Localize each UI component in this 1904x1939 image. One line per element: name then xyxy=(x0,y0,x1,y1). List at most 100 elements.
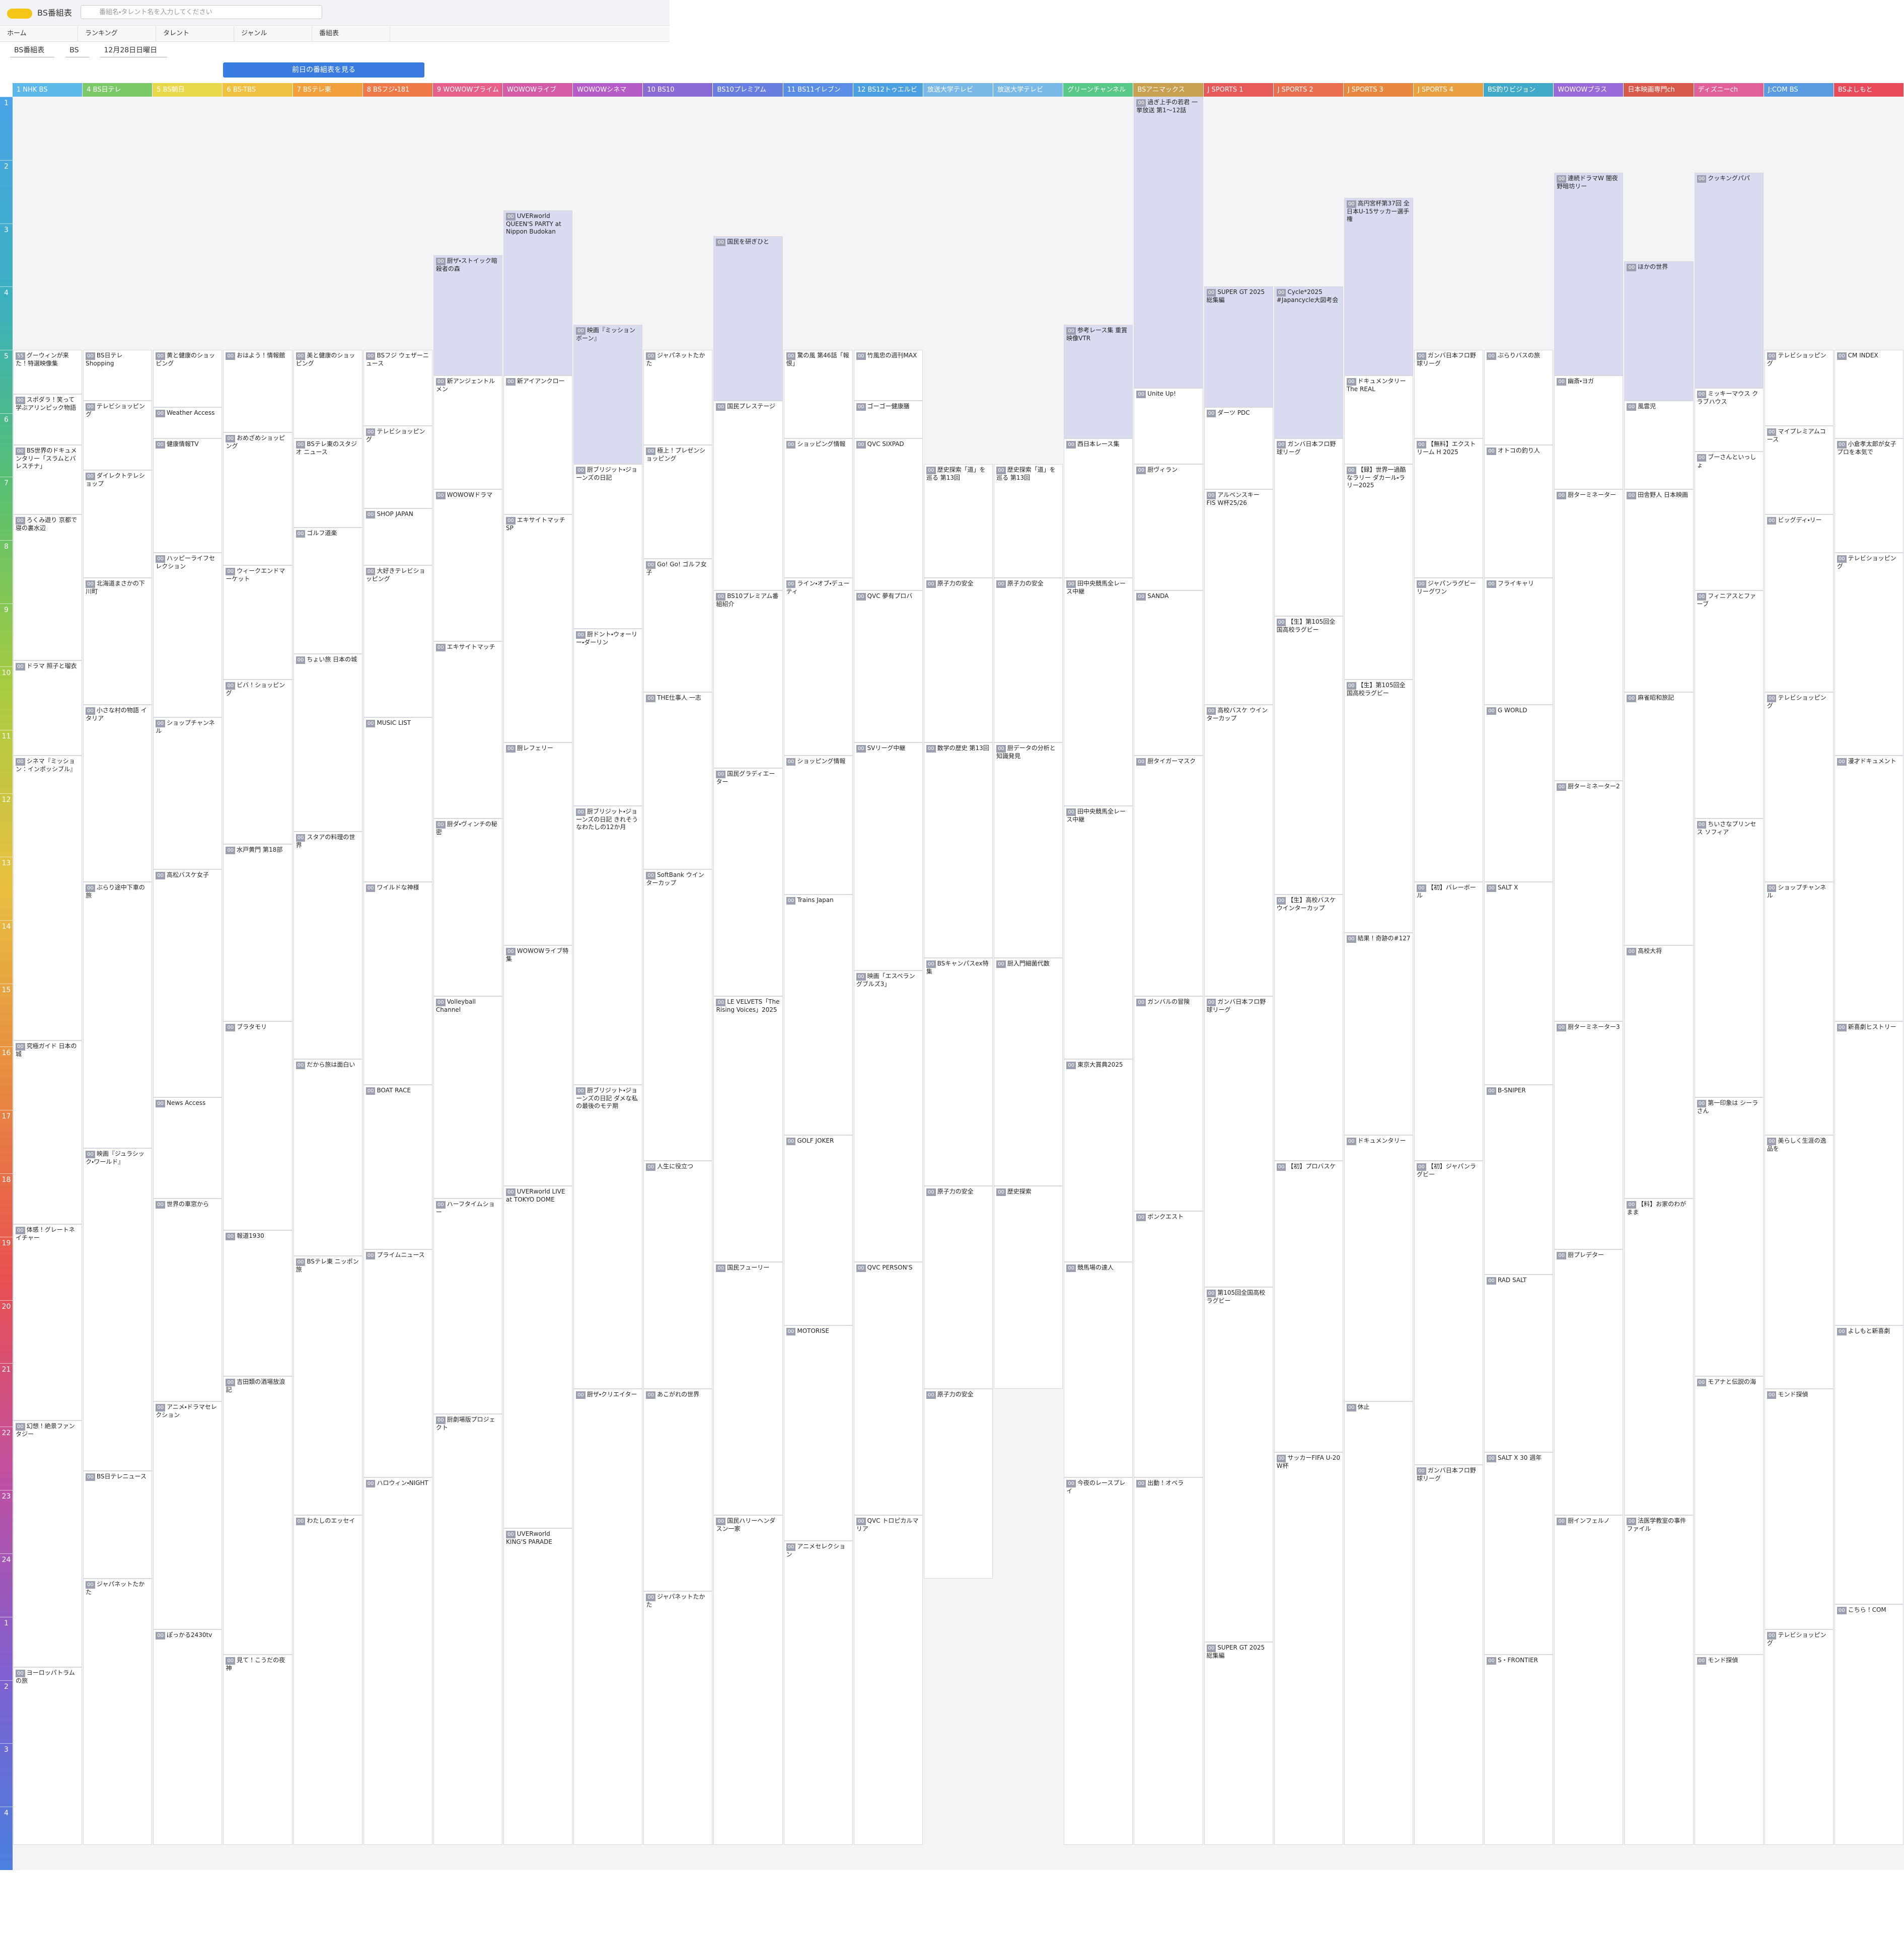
program[interactable]: 00 世界の車窓から xyxy=(153,1199,223,1401)
program[interactable]: 00 厨ザ・ストイック暗殺者の森 xyxy=(433,255,503,376)
program[interactable]: 00 【初】バレーボール xyxy=(1414,882,1484,1161)
program[interactable]: 00 ちょい旅 日本の城 xyxy=(293,654,362,832)
program[interactable]: 00 小倉孝太郎が女子プロを本気で xyxy=(1834,438,1903,553)
program[interactable]: 00 SHOP JAPAN xyxy=(363,508,432,566)
program[interactable]: 00 結果！奇跡の#127 xyxy=(1344,932,1413,1136)
channel-header[interactable]: 放送大学テレビ xyxy=(993,83,1064,97)
channel-header[interactable]: ディズニーch xyxy=(1694,83,1764,97)
program[interactable]: 00 ほかの世界 xyxy=(1624,261,1694,401)
program[interactable]: 00 ビバ！ショッピング xyxy=(223,679,292,844)
program[interactable]: 00 ガンバ日本フロ野球リーグ xyxy=(1274,438,1343,616)
program[interactable]: 00 CM INDEX xyxy=(1834,350,1903,439)
program[interactable]: 00 よしもと新喜劇 xyxy=(1834,1325,1903,1604)
program[interactable]: 00 BS日テレ Shopping xyxy=(83,350,153,401)
program[interactable]: 00 ゴルフ道楽 xyxy=(293,527,362,654)
program[interactable]: 00 【生】第105回全国高校ラグビー xyxy=(1274,616,1343,895)
program[interactable]: 00 ハロウィン・NIGHT xyxy=(363,1477,432,1845)
channel-header[interactable]: WOWOWシネマ xyxy=(573,83,643,97)
channel-header[interactable]: 放送大学テレビ xyxy=(923,83,994,97)
program[interactable]: 00 高校大将 xyxy=(1624,945,1694,1199)
program[interactable]: 00 ろくみ遊り 京都で寝の裏水辺 xyxy=(13,514,83,660)
program[interactable]: 00 ボンクエスト xyxy=(1134,1211,1203,1477)
program[interactable]: 00 アニメ・ドラマセレクション xyxy=(153,1401,223,1629)
program[interactable]: 00 ショッピング情報 xyxy=(783,755,853,895)
program[interactable]: 00 フライキャリ xyxy=(1484,578,1554,705)
logo[interactable]: BS番組表 xyxy=(7,6,72,19)
channel-header[interactable]: J SPORTS 3 xyxy=(1343,83,1414,97)
program[interactable]: 00 大好きテレビショッピング xyxy=(363,565,432,718)
program[interactable]: 00 厨インフェルノ xyxy=(1554,1515,1624,1845)
program[interactable]: 00 G WORLD xyxy=(1484,704,1554,882)
program[interactable]: 00 B-SNIPER xyxy=(1484,1084,1554,1275)
program[interactable]: 00 あこがれの世界 xyxy=(643,1388,713,1592)
program[interactable]: 00 幽斎・ヨガ xyxy=(1554,375,1624,490)
program[interactable]: 00 ライン・オブ・デューティ xyxy=(783,578,853,756)
program[interactable]: 00 風雲児 xyxy=(1624,400,1694,490)
select[interactable]: 12月28日日曜日 xyxy=(100,43,168,57)
program[interactable]: 00 映画『ジュラシック・ワールド』 xyxy=(83,1148,153,1471)
program[interactable]: 00 BS世界のドキュメンタリー「スラムとバレスチナ」 xyxy=(13,445,83,515)
program[interactable]: 00 【料】お家のわがまま xyxy=(1624,1199,1694,1516)
program[interactable]: 00 高円宮杯第37回 全日本U-15サッカー選手権 xyxy=(1344,198,1413,376)
program[interactable]: 00 ガンバ日本フロ野球リーグ xyxy=(1414,350,1484,439)
program[interactable]: 00 驚の風 第46話「報恨」 xyxy=(783,350,853,439)
program[interactable]: 00 UVERworld LIVE at TOKYO DOME xyxy=(503,1186,573,1528)
program[interactable]: 00 スポダラ！笑って学ぶアリンピック物語 xyxy=(13,394,83,445)
program[interactable]: 00 おめざめショッピング xyxy=(223,432,292,566)
program[interactable]: 00 連続ドラマW 闇夜 野暗坊リー xyxy=(1554,172,1624,376)
program[interactable]: 00 フィニアスとファーブ xyxy=(1694,590,1764,819)
channel-header[interactable]: BS釣りビジョン xyxy=(1484,83,1554,97)
program[interactable]: 00 ゴーゴー健康膳 xyxy=(853,400,923,439)
channel-header[interactable]: 5 BS朝日 xyxy=(153,83,223,97)
program[interactable]: 00 吉田類の酒場放浪記 xyxy=(223,1376,292,1655)
program[interactable]: 00 ドキュメンタリー xyxy=(1344,1135,1413,1401)
program[interactable]: 00 おはよう！情報館 xyxy=(223,350,292,432)
program[interactable]: 00 ハーフタイムショー xyxy=(433,1199,503,1414)
program[interactable]: 00 歴史探索「道」を巡る 第13回 xyxy=(994,464,1063,578)
program[interactable]: 00 Cycle*2025 #Japancycle大図考会 xyxy=(1274,286,1343,439)
program[interactable]: 00 高校バスケ ウインターカップ xyxy=(1204,704,1273,996)
program[interactable]: 00 MUSIC LIST xyxy=(363,717,432,882)
program[interactable]: 00 テレビショッピング xyxy=(1764,350,1834,426)
program[interactable]: 00 モアナと伝説の海 xyxy=(1694,1376,1764,1655)
program[interactable]: 00 Unite Up! xyxy=(1134,388,1203,464)
channel-header[interactable]: WOWOWプラス xyxy=(1554,83,1624,97)
program[interactable]: 00 出動！オペラ xyxy=(1134,1477,1203,1845)
program[interactable]: 00 ワイルドな神様 xyxy=(363,882,432,1085)
program[interactable]: 00 Trains Japan xyxy=(783,894,853,1136)
program[interactable]: 00 ブラタモリ xyxy=(223,1021,292,1231)
program[interactable]: 00 QVC SIXPAD xyxy=(853,438,923,591)
program[interactable]: 00 WOWOWドラマ xyxy=(433,489,503,642)
program[interactable]: 00 竹風忠の週刊MAX xyxy=(853,350,923,401)
program[interactable]: 00 見て！こうだの夜 神 xyxy=(223,1655,292,1845)
program[interactable]: 00 QVC 夢有プロバ xyxy=(853,590,923,743)
program[interactable]: 00 SALT X 30 週年 xyxy=(1484,1452,1554,1655)
select[interactable]: BS xyxy=(65,43,89,57)
program[interactable]: 00 ジャパンラグビー リーグワン xyxy=(1414,578,1484,882)
program[interactable]: 00 WOWOWライブ特集 xyxy=(503,945,573,1186)
program[interactable]: 00 ジャパネットたかた xyxy=(643,1591,713,1845)
program[interactable]: 00 Volleyball Channel xyxy=(433,996,503,1199)
program[interactable]: 00 【無料】エクストリーム H 2025 xyxy=(1414,438,1484,578)
program[interactable]: 00 テレビショッピング xyxy=(1834,552,1903,756)
program[interactable]: 00 高松バスケ女子 xyxy=(153,869,223,1097)
program[interactable]: 00 ミッキーマウス クラブハウス xyxy=(1694,388,1764,452)
program[interactable]: 00 ダイレクトテレショップ xyxy=(83,470,153,578)
program[interactable]: 00 SALT X xyxy=(1484,882,1554,1085)
program[interactable]: 00 健康情報TV xyxy=(153,438,223,553)
channel-header[interactable]: グリーンチャンネル xyxy=(1063,83,1134,97)
program[interactable]: 00 モンド探偵 xyxy=(1694,1655,1764,1845)
program[interactable]: 00 S・FRONTIER xyxy=(1484,1655,1554,1845)
channel-header[interactable]: BSよしもと xyxy=(1834,83,1904,97)
program[interactable]: 00 Weather Access xyxy=(153,407,223,439)
program[interactable]: 00 歴史探索「道」を巡る 第13回 xyxy=(923,464,993,578)
nav-item[interactable]: ランキング xyxy=(78,26,156,41)
program[interactable]: 00 新喜劇ヒストリー xyxy=(1834,1021,1903,1325)
channel-header[interactable]: 1 NHK BS xyxy=(13,83,83,97)
program[interactable]: 00 厨タイガーマスク xyxy=(1134,755,1203,996)
program[interactable]: 00 ぽっかる2430tv xyxy=(153,1629,223,1845)
program[interactable]: 00 第105回全国高校ラグビー xyxy=(1204,1287,1273,1643)
program[interactable]: 00 ウィークエンドマーケット xyxy=(223,565,292,680)
program[interactable]: 00 北海道まさかの下川町 xyxy=(83,578,153,705)
program[interactable]: 00 厨ブリジット・ジョーンズの日記 きれそうなわたしの12か月 xyxy=(573,806,643,1085)
